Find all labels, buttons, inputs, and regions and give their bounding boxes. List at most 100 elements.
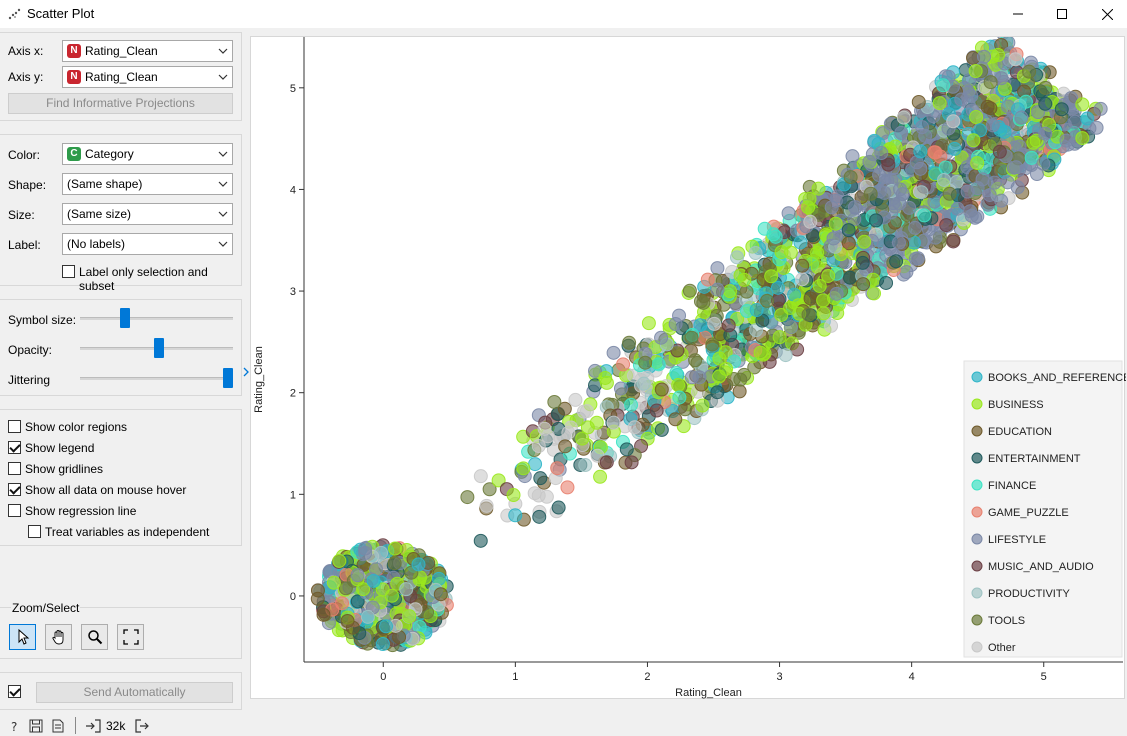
scatter-plot-canvas[interactable]: 0 1 2 3 4 5 0 1 2 3 4 5 Rating_Clean Rating_Clean BOOK…	[251, 37, 1126, 700]
minimize-button[interactable]	[995, 0, 1041, 28]
data-point	[310, 591, 325, 606]
minimize-icon	[1013, 13, 1023, 15]
data-point	[1038, 96, 1053, 111]
data-point	[700, 272, 715, 287]
data-point	[801, 200, 816, 215]
data-point	[473, 469, 488, 484]
data-point	[1014, 110, 1029, 125]
opacity-slider[interactable]	[154, 338, 165, 358]
axis-y-combo[interactable]: N Rating_Clean	[62, 66, 233, 88]
data-point	[638, 355, 653, 370]
data-point	[589, 415, 604, 430]
size-combo[interactable]: (Same size)	[62, 203, 233, 225]
data-point	[768, 229, 783, 244]
show-color-regions-label: Show color regions	[25, 420, 128, 434]
plot-area[interactable]: 0 1 2 3 4 5 0 1 2 3 4 5 Rating_Clean Rating_Clean BOOK…	[250, 36, 1126, 700]
axis-x-combo[interactable]: N Rating_Clean	[62, 40, 233, 62]
color-value: Category	[85, 147, 134, 161]
data-point	[626, 368, 641, 383]
label-value: (No labels)	[67, 237, 126, 251]
select-tool-button[interactable]	[9, 624, 36, 650]
data-point	[973, 123, 988, 138]
size-value: (Same size)	[67, 207, 132, 221]
show-regression-line-label: Show regression line	[25, 504, 137, 518]
legend-marker	[971, 425, 983, 437]
data-point	[891, 235, 906, 250]
shape-combo[interactable]: (Same shape)	[62, 173, 233, 195]
data-point	[588, 363, 603, 378]
data-point	[790, 342, 805, 357]
chevron-down-icon	[218, 211, 228, 217]
data-point	[960, 184, 975, 199]
data-point	[379, 619, 394, 634]
send-automatically-checkbox[interactable]	[8, 685, 21, 698]
data-point	[970, 156, 985, 171]
data-point	[737, 272, 752, 287]
data-point	[575, 431, 590, 446]
data-point	[760, 293, 775, 308]
show-legend-checkbox[interactable]	[8, 441, 21, 454]
data-point	[350, 568, 365, 583]
show-color-regions-checkbox[interactable]	[8, 420, 21, 433]
data-point	[606, 345, 621, 360]
numeric-variable-icon: N	[67, 44, 81, 58]
axis-x-value: Rating_Clean	[85, 44, 158, 58]
y-tick-label: 0	[290, 591, 296, 603]
axis-y-label: Axis y:	[8, 70, 44, 84]
close-button[interactable]	[1084, 0, 1127, 28]
x-tick-label: 5	[1041, 671, 1047, 683]
data-point	[947, 141, 962, 156]
data-point	[668, 317, 683, 332]
report-icon[interactable]	[51, 719, 65, 733]
zoom-tool-button[interactable]	[81, 624, 108, 650]
treat-variables-independent-checkbox[interactable]	[28, 525, 41, 538]
data-point	[939, 218, 954, 233]
show-regression-line-checkbox[interactable]	[8, 504, 21, 517]
label-combo[interactable]: (No labels)	[62, 233, 233, 255]
label-only-selection-checkbox[interactable]	[62, 265, 75, 278]
symbol-size-track	[80, 317, 233, 320]
jittering-slider[interactable]	[223, 368, 233, 388]
data-point	[375, 636, 390, 651]
chevron-down-icon	[218, 241, 228, 247]
data-point	[899, 264, 914, 279]
data-point	[928, 230, 943, 245]
data-point	[812, 279, 827, 294]
save-icon[interactable]	[29, 719, 43, 733]
find-informative-projections-button[interactable]: Find Informative Projections	[8, 93, 233, 114]
x-tick-label: 1	[512, 671, 518, 683]
color-combo[interactable]: C Category	[62, 143, 233, 165]
data-point	[1024, 150, 1039, 165]
data-point	[550, 461, 565, 476]
send-automatically-button[interactable]: Send Automatically	[36, 682, 233, 703]
zoom-reset-button[interactable]	[117, 624, 144, 650]
help-icon[interactable]: ?	[8, 719, 22, 733]
data-point	[821, 268, 836, 283]
show-gridlines-checkbox[interactable]	[8, 462, 21, 475]
data-point	[622, 335, 637, 350]
data-point	[688, 353, 703, 368]
data-point	[606, 415, 621, 430]
legend-box	[963, 360, 1123, 658]
data-point	[829, 286, 844, 301]
symbol-size-slider[interactable]	[120, 308, 131, 328]
data-point	[994, 193, 1009, 208]
data-point	[1036, 156, 1051, 171]
data-point	[826, 231, 841, 246]
data-point	[532, 509, 547, 524]
pan-tool-button[interactable]	[45, 624, 72, 650]
data-point	[1075, 97, 1090, 112]
maximize-button[interactable]	[1039, 0, 1085, 28]
data-point	[914, 185, 929, 200]
data-point	[1038, 80, 1053, 95]
data-point	[1009, 160, 1024, 175]
shape-label: Shape:	[8, 178, 47, 192]
show-all-data-label: Show all data on mouse hover	[25, 483, 187, 497]
attributes-panel: Color: C Category Shape: (Same shape) Si…	[0, 134, 242, 293]
chevron-down-icon	[218, 181, 228, 187]
collapse-panel-icon[interactable]	[242, 366, 250, 378]
data-point	[997, 124, 1012, 139]
data-point	[684, 330, 699, 345]
show-all-data-checkbox[interactable]	[8, 483, 21, 496]
axis-y-value: Rating_Clean	[85, 70, 158, 84]
